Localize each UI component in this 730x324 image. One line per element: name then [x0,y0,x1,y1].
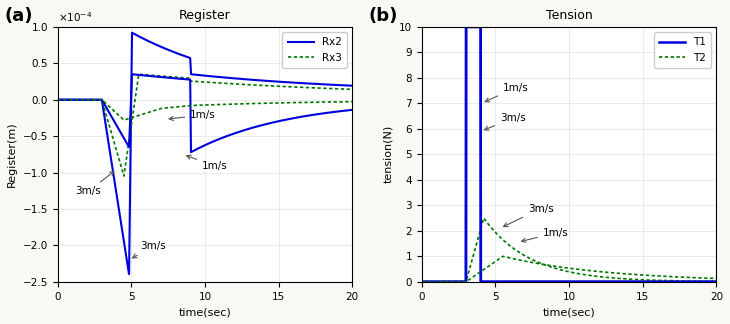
Legend: T1, T2: T1, T2 [653,32,711,68]
T1 [712,280,721,284]
Rx3 [348,87,357,91]
Title: Register: Register [179,8,231,22]
Line: Rx3: Rx3 [58,74,353,176]
Text: 1m/s: 1m/s [187,155,228,171]
Rx2 [53,98,62,102]
Rx3 [339,87,347,91]
T2 [418,280,426,284]
Y-axis label: tension(N): tension(N) [383,125,393,183]
T2 [631,277,640,281]
Rx2 [324,83,333,87]
T2 [542,263,550,267]
T1 [544,280,553,284]
X-axis label: time(sec): time(sec) [179,307,231,317]
Text: (b): (b) [369,6,398,25]
Rx2 [180,54,188,58]
T2 [703,279,712,283]
Line: T2: T2 [422,218,716,282]
Text: $\times 10^{-4}$: $\times 10^{-4}$ [58,11,92,24]
T2 [480,216,488,220]
Rx2 [125,272,134,276]
Text: 3m/s: 3m/s [504,204,553,226]
Line: T1: T1 [422,27,716,282]
Rx2 [193,73,202,77]
Text: 3m/s: 3m/s [485,113,526,130]
T2 [544,264,553,268]
T2 [688,279,697,283]
Rx2 [128,31,137,35]
Rx3 [180,76,188,80]
T1 [461,25,470,29]
Rx3 [267,84,276,88]
Rx2 [267,79,276,83]
T1 [558,280,566,284]
Text: (a): (a) [4,6,33,25]
Legend: Rx2, Rx3: Rx2, Rx3 [283,32,347,68]
Text: 1m/s: 1m/s [485,83,529,102]
Text: 1m/s: 1m/s [169,110,216,121]
Text: 3m/s: 3m/s [75,171,114,196]
Rx2 [348,84,357,88]
Text: 3m/s: 3m/s [133,241,166,258]
Rx3 [324,87,333,90]
Rx3 [120,174,128,178]
T1 [688,280,697,284]
T1 [542,280,550,284]
Rx3 [193,80,202,84]
Rx3 [53,98,62,102]
T1 [703,280,712,284]
Rx3 [177,75,186,79]
T1 [418,280,426,284]
T2 [712,279,721,283]
T2 [558,268,566,272]
Text: 1m/s: 1m/s [521,228,569,242]
Rx3 [134,72,143,76]
Rx2 [177,53,186,57]
Line: Rx2: Rx2 [58,33,353,274]
X-axis label: time(sec): time(sec) [543,307,596,317]
Rx2 [339,83,347,87]
Title: Tension: Tension [546,8,593,22]
Y-axis label: Register(m): Register(m) [7,122,17,187]
T1 [631,280,640,284]
